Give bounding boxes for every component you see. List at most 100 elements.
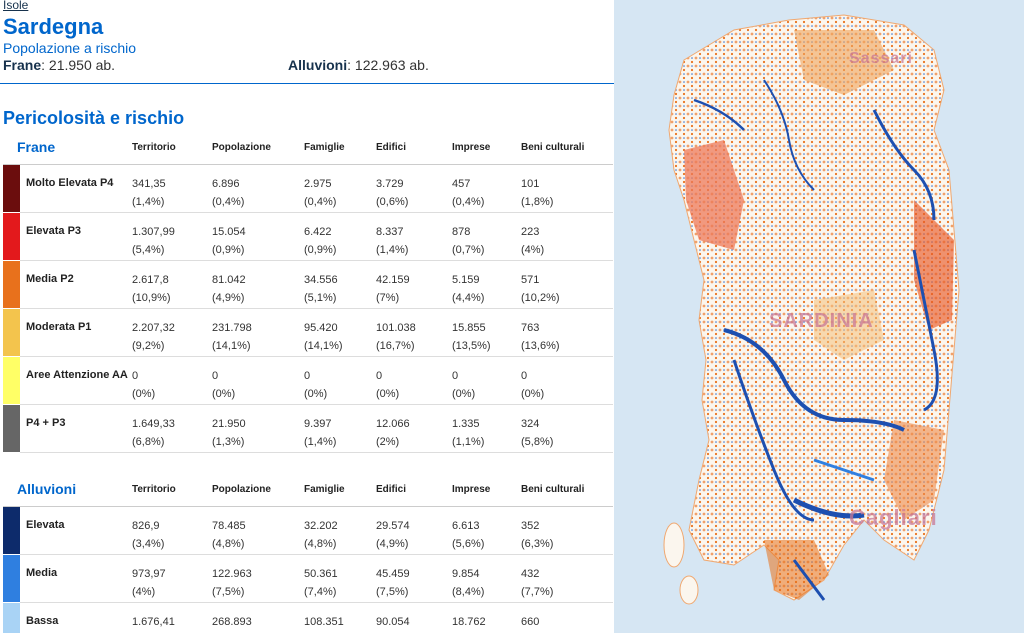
summary-alluvioni-label: Alluvioni: [288, 57, 348, 73]
map-label-cagliari: Cagliari: [849, 505, 938, 530]
alluvioni-group-title: Alluvioni: [3, 472, 132, 507]
cell-percent: (14,1%): [212, 340, 251, 352]
alluvioni-row: Elevata 826,9 (3,4%) 78.485 (4,8%) 32.202 (4,8…: [3, 506, 613, 555]
cell-popolazione: 78.485 (4,8%): [212, 506, 304, 555]
cell-beni-culturali: 432 (7,7%): [521, 554, 613, 603]
cell-percent: (0%): [304, 388, 328, 400]
cell-value: 34.556: [304, 274, 338, 286]
row-label: Bassa: [20, 602, 132, 633]
cell-value: 21.950: [212, 418, 246, 430]
cell-famiglie: 32.202 (4,8%): [304, 506, 376, 555]
cell-percent: (4%): [521, 244, 545, 256]
cell-percent: (4,9%): [376, 538, 409, 550]
cell-value: 18.762: [452, 616, 486, 628]
info-panel: Isole Sardegna Popolazione a rischio Fra…: [0, 0, 614, 633]
cell-territorio: 0 (0%): [132, 356, 212, 405]
cell-value: 2.207,32: [132, 322, 175, 334]
cell-percent: (0%): [132, 388, 156, 400]
cell-percent: (10,2%): [521, 292, 560, 304]
cell-percent: (1,3%): [212, 436, 245, 448]
cell-popolazione: 268.893(16,4%): [212, 602, 304, 633]
col-popolazione: Popolazione: [212, 130, 304, 165]
region-title: Sardegna: [3, 14, 104, 39]
cell-beni-culturali: 660(11,8%): [521, 602, 613, 633]
frane-row: Elevata P3 1.307,99 (5,4%) 15.054 (0,9%) 6.42…: [3, 212, 613, 261]
cell-value: 8.337: [376, 226, 404, 238]
legend-swatch: [3, 602, 20, 633]
cell-value: 101.038: [376, 322, 416, 334]
legend-swatch: [3, 554, 20, 603]
cell-value: 6.896: [212, 178, 240, 190]
cell-value: 78.485: [212, 520, 246, 532]
risk-map[interactable]: SARDINIA Cagliari Sassari: [614, 0, 1024, 633]
cell-value: 9.397: [304, 418, 332, 430]
cell-famiglie: 9.397 (1,4%): [304, 404, 376, 453]
summary-frane-value: : 21.950 ab.: [41, 57, 116, 73]
cell-value: 9.854: [452, 568, 480, 580]
cell-percent: (0%): [212, 388, 236, 400]
col-territorio: Territorio: [132, 130, 212, 165]
cell-percent: (1,4%): [132, 196, 165, 208]
cell-imprese: 9.854 (8,4%): [452, 554, 521, 603]
cell-percent: (0%): [452, 388, 476, 400]
population-risk-subtitle: Popolazione a rischio: [3, 40, 137, 56]
cell-edifici: 29.574 (4,9%): [376, 506, 452, 555]
cell-famiglie: 6.422 (0,9%): [304, 212, 376, 261]
cell-value: 878: [452, 226, 471, 238]
col-territorio: Territorio: [132, 472, 212, 507]
cell-imprese: 0 (0%): [452, 356, 521, 405]
legend-swatch: [3, 404, 20, 453]
cell-value: 0: [452, 370, 459, 382]
cell-value: 42.159: [376, 274, 410, 286]
cell-territorio: 2.617,8 (10,9%): [132, 260, 212, 309]
cell-value: 12.066: [376, 418, 410, 430]
cell-percent: (10,9%): [132, 292, 171, 304]
breadcrumb-link[interactable]: Isole: [3, 0, 29, 12]
cell-famiglie: 108.351(16%): [304, 602, 376, 633]
cell-percent: (0,4%): [452, 196, 485, 208]
legend-swatch: [3, 506, 20, 555]
cell-territorio: 1.649,33 (6,8%): [132, 404, 212, 453]
cell-beni-culturali: 352 (6,3%): [521, 506, 613, 555]
cell-percent: (1,1%): [452, 436, 485, 448]
cell-value: 50.361: [304, 568, 338, 580]
map-label-sardinia: SARDINIA: [769, 310, 874, 332]
cell-percent: (6,3%): [521, 538, 554, 550]
cell-percent: (9,2%): [132, 340, 165, 352]
cell-edifici: 90.054(14,9%): [376, 602, 452, 633]
cell-percent: (4,9%): [212, 292, 245, 304]
cell-value: 81.042: [212, 274, 246, 286]
cell-value: 1.676,41: [132, 616, 175, 628]
row-label: Aree Attenzione AA: [20, 356, 132, 405]
cell-beni-culturali: 223 (4%): [521, 212, 613, 261]
cell-imprese: 5.159 (4,4%): [452, 260, 521, 309]
cell-value: 0: [212, 370, 219, 382]
cell-percent: (5,8%): [521, 436, 554, 448]
cell-percent: (0,4%): [212, 196, 245, 208]
cell-famiglie: 50.361 (7,4%): [304, 554, 376, 603]
section-title: Pericolosità e rischio: [3, 108, 185, 128]
cell-percent: (5,4%): [132, 244, 165, 256]
cell-territorio: 1.307,99 (5,4%): [132, 212, 212, 261]
cell-beni-culturali: 571 (10,2%): [521, 260, 613, 309]
cell-value: 660: [521, 616, 540, 628]
cell-value: 571: [521, 274, 540, 286]
cell-value: 15.054: [212, 226, 246, 238]
cell-popolazione: 81.042 (4,9%): [212, 260, 304, 309]
frane-row: Media P2 2.617,8 (10,9%) 81.042 (4,9%) 34.556…: [3, 260, 613, 309]
cell-value: 6.613: [452, 520, 480, 532]
cell-value: 0: [304, 370, 311, 382]
sardinia-map-graphic: [663, 14, 960, 605]
cell-percent: (16,7%): [376, 340, 415, 352]
cell-imprese: 457 (0,4%): [452, 164, 521, 213]
frane-group-title: Frane: [3, 130, 132, 165]
row-label: Elevata: [20, 506, 132, 555]
cell-value: 90.054: [376, 616, 410, 628]
alluvioni-row: Media 973,97 (4%) 122.963 (7,5%) 50.361 (7,4%)…: [3, 554, 613, 603]
cell-percent: (0,9%): [212, 244, 245, 256]
cell-percent: (1,4%): [376, 244, 409, 256]
cell-value: 324: [521, 418, 540, 430]
cell-percent: (4,4%): [452, 292, 485, 304]
cell-percent: (6,8%): [132, 436, 165, 448]
cell-beni-culturali: 0 (0%): [521, 356, 613, 405]
